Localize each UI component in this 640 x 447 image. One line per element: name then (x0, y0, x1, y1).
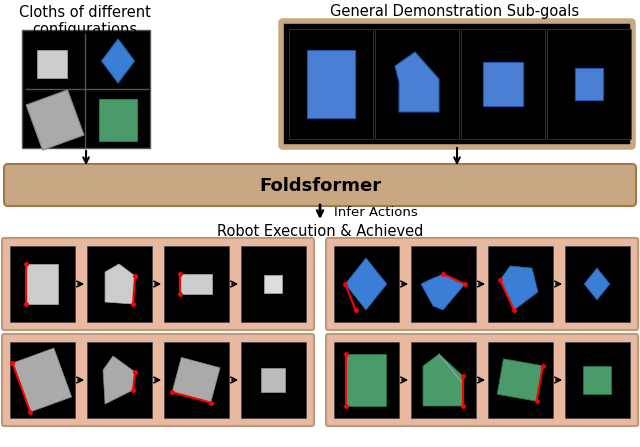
Text: Foldsformer: Foldsformer (259, 177, 381, 195)
Polygon shape (13, 348, 72, 412)
FancyBboxPatch shape (2, 238, 314, 330)
FancyBboxPatch shape (22, 30, 150, 148)
FancyBboxPatch shape (411, 342, 476, 418)
FancyBboxPatch shape (180, 274, 212, 294)
Polygon shape (584, 268, 610, 300)
Text: Cloths of different
configurations: Cloths of different configurations (19, 5, 151, 38)
Polygon shape (421, 274, 465, 310)
Polygon shape (172, 358, 220, 403)
FancyBboxPatch shape (411, 246, 476, 322)
FancyBboxPatch shape (164, 246, 229, 322)
FancyBboxPatch shape (261, 368, 285, 392)
Text: Infer Actions: Infer Actions (334, 206, 418, 219)
Polygon shape (500, 266, 538, 310)
Polygon shape (105, 264, 135, 304)
FancyBboxPatch shape (488, 246, 553, 322)
FancyBboxPatch shape (289, 29, 373, 139)
Text: General Demonstration Sub-goals: General Demonstration Sub-goals (330, 4, 580, 19)
FancyBboxPatch shape (264, 275, 282, 293)
Polygon shape (497, 359, 543, 401)
FancyBboxPatch shape (10, 246, 75, 322)
FancyBboxPatch shape (2, 334, 314, 426)
FancyBboxPatch shape (87, 342, 152, 418)
FancyBboxPatch shape (281, 21, 633, 147)
FancyBboxPatch shape (565, 342, 630, 418)
FancyBboxPatch shape (575, 68, 603, 100)
FancyBboxPatch shape (241, 246, 306, 322)
Polygon shape (103, 356, 135, 404)
FancyBboxPatch shape (547, 29, 631, 139)
FancyBboxPatch shape (461, 29, 545, 139)
FancyBboxPatch shape (26, 264, 58, 304)
FancyBboxPatch shape (10, 342, 75, 418)
FancyBboxPatch shape (99, 99, 137, 141)
FancyBboxPatch shape (488, 342, 553, 418)
FancyBboxPatch shape (241, 342, 306, 418)
Polygon shape (26, 90, 84, 150)
Polygon shape (102, 39, 134, 83)
FancyBboxPatch shape (565, 246, 630, 322)
Polygon shape (423, 354, 463, 406)
FancyBboxPatch shape (334, 246, 399, 322)
FancyBboxPatch shape (307, 50, 355, 118)
Polygon shape (345, 258, 387, 310)
Text: Robot Execution & Achieved: Robot Execution & Achieved (217, 224, 423, 239)
FancyBboxPatch shape (583, 366, 611, 394)
Polygon shape (395, 52, 439, 112)
FancyBboxPatch shape (483, 62, 523, 106)
FancyBboxPatch shape (375, 29, 459, 139)
FancyBboxPatch shape (326, 238, 638, 330)
FancyBboxPatch shape (4, 164, 636, 206)
FancyBboxPatch shape (37, 50, 67, 78)
FancyBboxPatch shape (326, 334, 638, 426)
FancyBboxPatch shape (87, 246, 152, 322)
FancyBboxPatch shape (334, 342, 399, 418)
FancyBboxPatch shape (346, 354, 386, 406)
FancyBboxPatch shape (164, 342, 229, 418)
